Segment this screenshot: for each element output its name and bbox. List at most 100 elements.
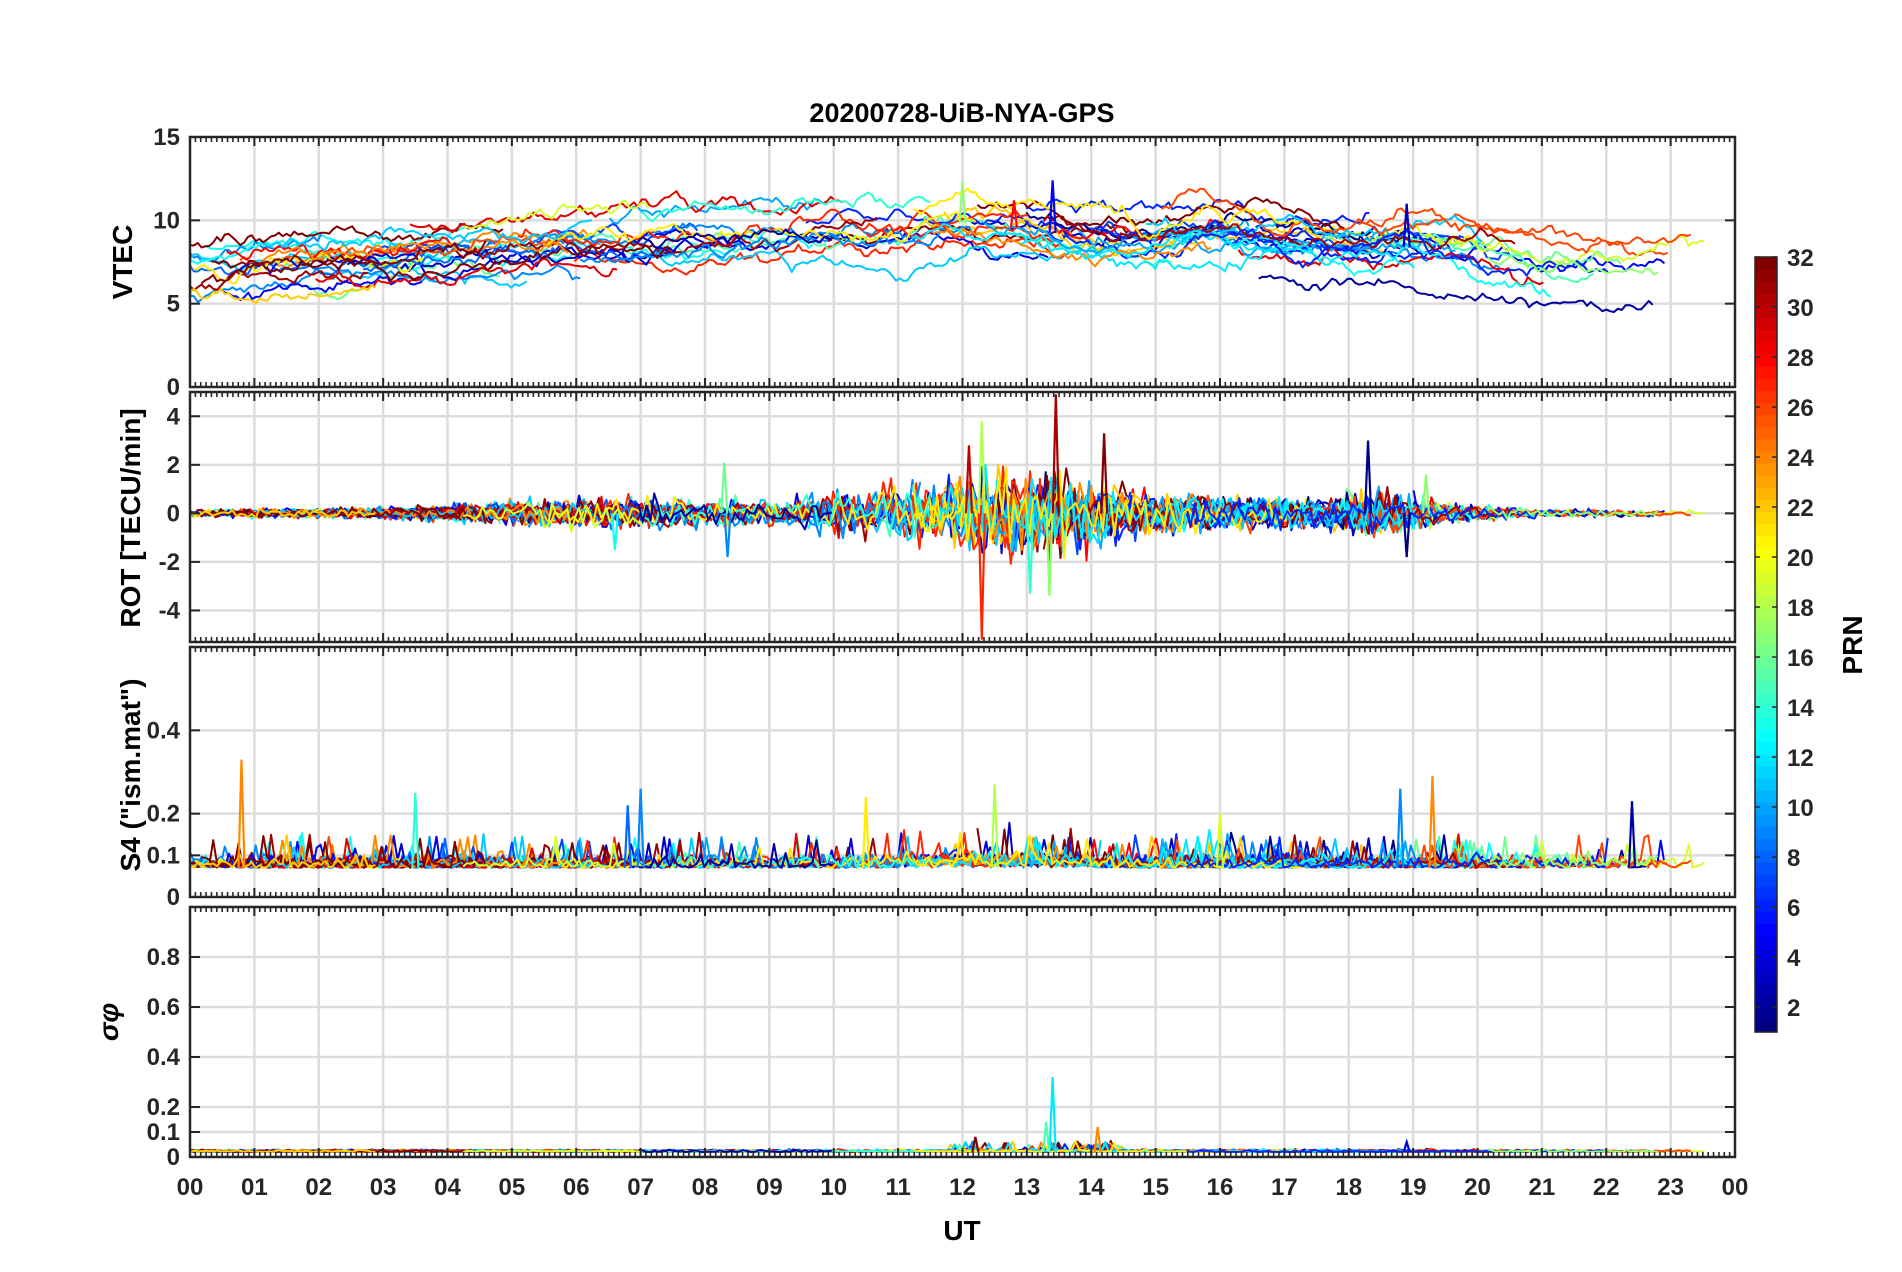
x-tick-label: 00 [1722,1174,1749,1201]
x-tick-label: 14 [1078,1174,1105,1201]
y-tick-label: 5 [167,291,180,318]
event-spike [610,513,619,550]
prn-trace [932,228,1212,268]
colorbar-step [1755,959,1777,973]
colorbar-step [1755,656,1777,670]
colorbar-tick-label: 32 [1787,245,1814,272]
prn-trace [1425,233,1705,267]
colorbar-step [1755,414,1777,428]
colorbar-step [1755,692,1777,706]
prn-trace [659,245,1102,283]
colorbar-step [1755,886,1777,900]
chart-title: 20200728-UiB-NYA-GPS [809,98,1114,128]
colorbar-step [1755,814,1777,827]
colorbar-step [1755,281,1777,294]
prn-trace [462,499,650,533]
s4-axes-box [188,645,1737,899]
y-tick-label: 0.4 [147,1044,181,1071]
prn-trace [211,240,487,274]
event-spike [964,445,974,514]
colorbar-step [1755,390,1777,403]
colorbar-step [1755,1007,1777,1021]
prn-trace [226,236,452,261]
prn-trace [1161,187,1669,257]
event-spike [990,784,999,868]
prn-trace [190,284,376,305]
prn-trace [609,196,823,225]
y-tick-label: 15 [153,124,180,151]
event-spike [971,1136,980,1153]
prn-trace [455,216,878,260]
rot-axes-box [188,390,1737,644]
event-spike [623,805,632,868]
colorbar-tick-label: 6 [1787,895,1800,922]
prn-trace [638,839,833,869]
colorbar-step [1755,947,1777,960]
event-spike [1627,801,1637,868]
vtec-ylabel: VTEC [107,225,138,300]
prn-trace [573,237,1069,276]
prn-trace [1297,224,1492,248]
colorbar-step [1755,293,1777,307]
x-tick-label: 01 [241,1174,268,1201]
colorbar-step [1755,765,1777,779]
sigma-phi-traces [190,1076,1705,1153]
colorbar-step [1755,365,1777,379]
prn-trace [1487,1148,1658,1153]
event-spike [1100,433,1109,514]
prn-trace [1258,274,1654,313]
prn-trace [409,190,843,234]
rot-panel: -4 -2 0 2 4 ROT [TECU/min] [115,390,1737,644]
colorbar-tick-label: 12 [1787,745,1814,772]
colorbar-step [1755,329,1777,343]
colorbar-step [1755,596,1777,609]
prn-trace [911,223,1415,269]
colorbar-step [1755,717,1777,730]
x-tick-label: 08 [692,1174,719,1201]
colorbar-step [1755,850,1777,864]
prn-trace [262,238,569,262]
event-spike [977,421,986,514]
x-tick-label: 19 [1400,1174,1427,1201]
colorbar-tick-label: 14 [1787,695,1814,722]
y-tick-label: 0 [167,374,180,401]
y-tick-label: 0.8 [147,944,180,971]
y-tick-label: 4 [167,403,181,430]
event-spike [1042,1121,1051,1153]
y-tick-label: 0.4 [147,717,181,744]
colorbar-step [1755,474,1777,488]
prn-trace [200,243,670,285]
colorbar-label: PRN [1837,615,1868,674]
prn-trace [1237,246,1544,287]
prn-trace [262,219,592,252]
y-tick-label: 10 [153,207,180,234]
event-spike [1396,788,1405,868]
colorbar-step [1755,983,1777,997]
sigma-phi-panel: 00.10.2 0.4 0.6 0.8 σφ [93,905,1737,1171]
colorbar-tick-label: 18 [1787,595,1814,622]
rot-ylabel: ROT [TECU/min] [115,408,146,627]
colorbar-step [1755,353,1777,367]
colorbar-step [1755,826,1777,839]
rot-y-tick-labels: -4 -2 0 2 4 [159,403,181,624]
prn-trace [190,834,376,869]
event-spike [1048,1076,1057,1153]
colorbar-tick-label: 2 [1787,995,1800,1022]
x-tick-label: 00 [177,1174,204,1201]
event-spike [1045,513,1054,596]
colorbar-step [1755,378,1777,391]
event-spike [720,462,729,514]
x-tick-label: 13 [1014,1174,1041,1201]
y-tick-label: 0.2 [147,801,180,828]
prn-trace [542,481,977,531]
prn-trace [211,837,487,869]
y-tick-label: -2 [159,549,180,576]
prn-trace [220,275,423,302]
colorbar-step [1755,789,1777,803]
colorbar-step [1755,559,1777,573]
y-tick-label: 0.2 [147,1094,180,1121]
vtec-axes-box [188,135,1737,389]
colorbar-tick-label: 4 [1787,945,1801,972]
